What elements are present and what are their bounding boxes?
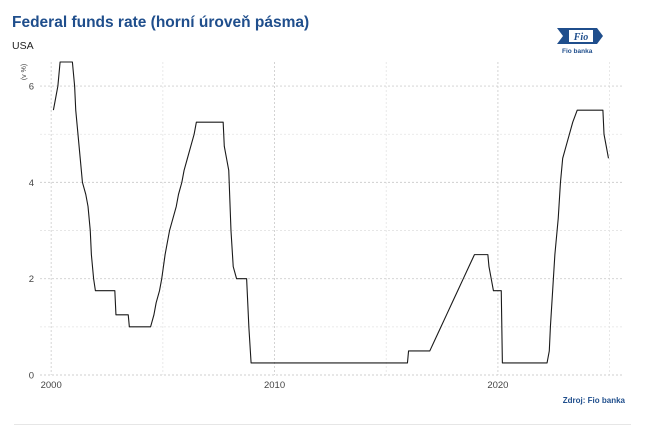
bottom-divider xyxy=(14,424,631,425)
x-tick-label: 2020 xyxy=(487,380,508,391)
x-tick-label: 2000 xyxy=(41,380,62,391)
logo-text: Fio banka xyxy=(562,48,593,55)
x-tick-label: 2010 xyxy=(264,380,285,391)
y-tick-label: 6 xyxy=(29,82,34,93)
y-tick-label: 4 xyxy=(29,178,34,189)
chart-title: Federal funds rate (horní úroveň pásma) xyxy=(12,14,310,31)
svg-text:Fio: Fio xyxy=(573,32,588,43)
fio-banka-logo-icon: Fio xyxy=(557,28,603,44)
series-line xyxy=(52,61,610,364)
y-tick-label: 0 xyxy=(29,371,34,382)
y-axis-label: (v %) xyxy=(21,64,28,80)
y-tick-label: 2 xyxy=(29,274,34,285)
chart-subtitle: USA xyxy=(12,40,34,52)
source-note: Zdroj: Fio banka xyxy=(562,396,625,405)
